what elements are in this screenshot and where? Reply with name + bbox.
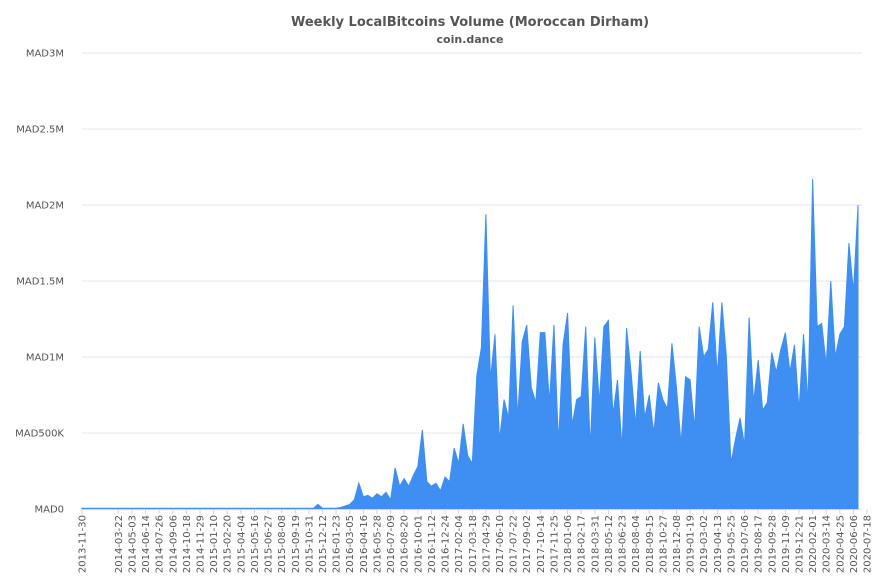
x-tick-label: 2014-03-22 — [114, 515, 125, 573]
x-tick-label: 2016-08-20 — [400, 515, 411, 573]
x-tick-label: 2016-10-01 — [413, 515, 424, 573]
x-tick-label: 2015-02-20 — [223, 515, 234, 573]
x-tick-label: 2019-08-17 — [754, 515, 765, 573]
x-tick-label: 2020-02-01 — [808, 515, 819, 573]
x-tick-label: 2018-12-08 — [672, 515, 683, 573]
x-tick-label: 2015-09-19 — [291, 515, 302, 573]
x-tick-label: 2020-03-14 — [822, 515, 833, 573]
x-tick-label: 2014-06-14 — [141, 515, 152, 573]
x-tick-label: 2017-07-22 — [509, 515, 520, 573]
y-tick-label: MAD0 — [34, 505, 64, 516]
x-tick-label: 2016-04-16 — [359, 515, 370, 573]
x-tick-label: 2014-05-03 — [127, 515, 138, 573]
y-tick-label: MAD3M — [26, 49, 64, 60]
x-tick-label: 2019-03-02 — [699, 515, 710, 573]
x-tick-label: 2019-12-21 — [795, 515, 806, 573]
x-tick-label: 2017-10-14 — [536, 515, 547, 573]
x-tick-label: 2014-07-26 — [155, 515, 166, 573]
x-tick-label: 2019-11-09 — [781, 515, 792, 573]
x-tick-label: 2020-04-25 — [835, 515, 846, 573]
x-tick-label: 2020-07-18 — [863, 515, 874, 573]
x-tick-label: 2014-09-06 — [168, 515, 179, 573]
x-tick-label: 2015-10-31 — [304, 515, 315, 573]
x-tick-label: 2015-12-12 — [318, 515, 329, 573]
x-tick-label: 2016-01-23 — [332, 515, 343, 573]
y-tick-label: MAD500K — [15, 429, 64, 440]
x-tick-label: 2019-04-13 — [713, 515, 724, 573]
x-tick-label: 2017-09-02 — [522, 515, 533, 573]
x-tick-label: 2017-02-04 — [454, 515, 465, 573]
x-tick-label: 2017-11-25 — [549, 515, 560, 573]
y-tick-label: MAD2.5M — [16, 125, 64, 136]
x-tick-label: 2016-03-05 — [345, 515, 356, 573]
x-tick-label: 2018-06-23 — [618, 515, 629, 573]
x-tick-label: 2015-01-10 — [209, 515, 220, 573]
x-tick-label: 2018-09-15 — [645, 515, 656, 573]
x-tick-label: 2017-06-10 — [495, 515, 506, 573]
x-tick-label: 2020-06-06 — [849, 515, 860, 573]
x-tick-label: 2015-05-16 — [250, 515, 261, 573]
x-tick-label: 2018-01-06 — [563, 515, 574, 573]
x-tick-label: 2018-10-27 — [658, 515, 669, 573]
x-tick-label: 2018-05-12 — [604, 515, 615, 573]
x-tick-label: 2014-10-18 — [182, 515, 193, 573]
chart-title: Weekly LocalBitcoins Volume (Moroccan Di… — [291, 15, 649, 30]
x-tick-label: 2019-05-25 — [726, 515, 737, 573]
x-tick-label: 2018-08-04 — [631, 515, 642, 573]
y-tick-label: MAD1M — [26, 353, 64, 364]
area — [81, 179, 859, 510]
y-tick-label: MAD2M — [26, 201, 64, 212]
x-tick-label: 2017-04-29 — [481, 515, 492, 573]
x-tick-label: 2015-04-04 — [236, 515, 247, 573]
x-tick-label: 2018-03-31 — [590, 515, 601, 573]
y-tick-label: MAD1.5M — [16, 277, 64, 288]
x-tick-label: 2016-11-12 — [427, 515, 438, 573]
x-tick-label: 2019-01-19 — [686, 515, 697, 573]
x-tick-label: 2017-03-18 — [468, 515, 479, 573]
x-tick-label: 2018-02-17 — [577, 515, 588, 573]
x-tick-label: 2013-11-30 — [78, 515, 89, 573]
x-tick-label: 2019-09-28 — [767, 515, 778, 573]
x-tick-label: 2016-12-24 — [441, 515, 452, 573]
x-tick-label: 2019-07-06 — [740, 515, 751, 573]
x-tick-label: 2014-11-29 — [195, 515, 206, 573]
chart-subtitle: coin.dance — [437, 33, 504, 46]
x-tick-label: 2015-06-27 — [264, 515, 275, 573]
x-tick-label: 2016-05-28 — [372, 515, 383, 573]
x-tick-label: 2015-08-08 — [277, 515, 288, 573]
x-tick-label: 2016-07-09 — [386, 515, 397, 573]
